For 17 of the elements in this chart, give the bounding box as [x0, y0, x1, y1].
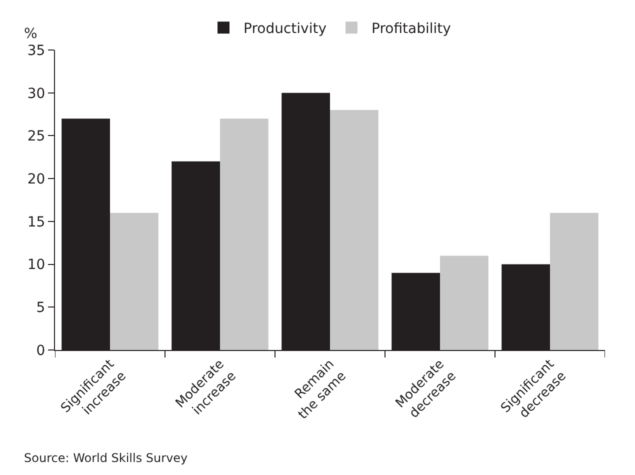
- y-tick-label: 15: [27, 214, 46, 230]
- source-note: Source: World Skills Survey: [24, 451, 188, 465]
- y-tick-label: 30: [27, 86, 46, 102]
- y-tick-label: 0: [36, 342, 46, 359]
- legend-label: Productivity: [244, 21, 326, 38]
- y-tick-label: 10: [27, 257, 46, 274]
- bar: [330, 110, 378, 350]
- legend-label: Profitability: [372, 21, 451, 38]
- bar: [110, 212, 158, 350]
- bar: [440, 256, 488, 350]
- y-tick-label: 35: [27, 42, 46, 59]
- y-axis-title: %: [24, 26, 38, 42]
- bar: [550, 212, 598, 350]
- y-tick-label: 5: [36, 300, 46, 316]
- y-tick-label: 20: [27, 171, 46, 188]
- bar: [220, 118, 268, 350]
- y-tick-label: 25: [27, 128, 46, 145]
